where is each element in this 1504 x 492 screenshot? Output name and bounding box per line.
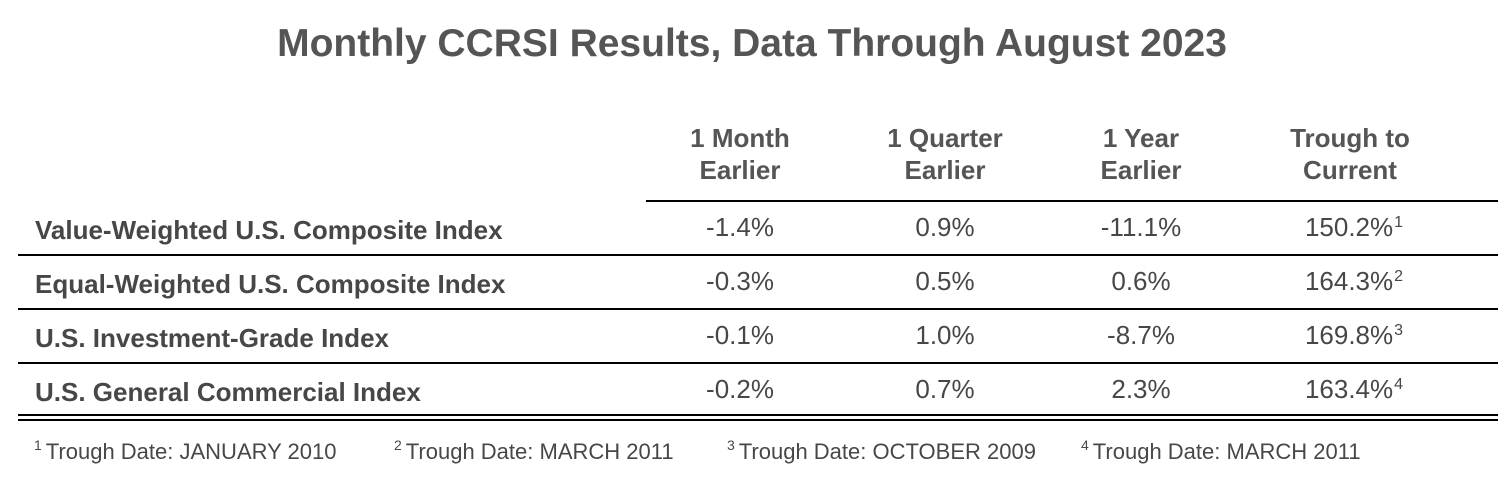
row-divider bbox=[18, 362, 1498, 364]
footnote-text: Trough Date: MARCH 2011 bbox=[405, 439, 674, 464]
footnote-number: 3 bbox=[727, 437, 735, 453]
column-header-line: Earlier bbox=[699, 155, 781, 185]
cell-1-quarter: 0.9% bbox=[915, 212, 975, 242]
table-row: U.S. General Commercial Index -0.2% 0.7%… bbox=[18, 363, 1498, 417]
column-header-line: 1 Month bbox=[690, 123, 790, 153]
cell-trough: 169.8%3 bbox=[1254, 320, 1454, 351]
row-divider bbox=[18, 308, 1498, 310]
cell-trough: 150.2%1 bbox=[1254, 212, 1454, 243]
column-header-line: Earlier bbox=[904, 155, 986, 185]
cell-1-year: -8.7% bbox=[1107, 320, 1175, 350]
footnote: 4 Trough Date: MARCH 2011 bbox=[1081, 437, 1361, 465]
footnote-text: Trough Date: OCTOBER 2009 bbox=[738, 439, 1036, 464]
header-divider bbox=[646, 200, 1498, 202]
footnote-text: Trough Date: MARCH 2011 bbox=[1092, 439, 1361, 464]
cell-trough: 164.3%2 bbox=[1254, 266, 1454, 297]
cell-1-year: -11.1% bbox=[1100, 212, 1182, 242]
column-header-1-year: 1 Year Earlier bbox=[1041, 122, 1241, 186]
trough-value: 150.2% bbox=[1304, 212, 1394, 242]
footnote-number: 4 bbox=[1081, 437, 1089, 453]
cell-1-month: -1.4% bbox=[706, 212, 774, 242]
row-label: U.S. Investment-Grade Index bbox=[35, 323, 389, 353]
column-header-line: Trough to bbox=[1290, 123, 1410, 153]
cell-1-quarter: 1.0% bbox=[915, 320, 975, 350]
column-header-line: 1 Year bbox=[1102, 123, 1180, 153]
footnote: 3 Trough Date: OCTOBER 2009 bbox=[727, 437, 1081, 465]
table-row: Value-Weighted U.S. Composite Index -1.4… bbox=[18, 201, 1498, 255]
footnote-number: 2 bbox=[394, 437, 402, 453]
footnote-marker: 1 bbox=[1394, 214, 1404, 231]
column-header-line: Current bbox=[1303, 155, 1397, 185]
table-bottom-rule bbox=[18, 414, 1498, 416]
cell-trough: 163.4%4 bbox=[1254, 374, 1454, 405]
trough-value: 164.3% bbox=[1304, 266, 1394, 296]
cell-1-month: -0.3% bbox=[706, 266, 774, 296]
row-divider bbox=[18, 254, 1498, 256]
row-label: U.S. General Commercial Index bbox=[35, 377, 421, 407]
footnote: 1 Trough Date: JANUARY 2010 bbox=[34, 437, 394, 465]
cell-1-month: -0.2% bbox=[706, 374, 774, 404]
footnote-marker: 3 bbox=[1394, 322, 1404, 339]
footnotes: 1 Trough Date: JANUARY 2010 2 Trough Date: … bbox=[34, 437, 1361, 465]
column-header-1-quarter: 1 Quarter Earlier bbox=[845, 122, 1045, 186]
row-label: Equal-Weighted U.S. Composite Index bbox=[35, 269, 506, 299]
table-bottom-rule bbox=[18, 419, 1498, 421]
trough-value: 169.8% bbox=[1304, 320, 1394, 350]
column-header-line: Earlier bbox=[1100, 155, 1182, 185]
table-title: Monthly CCRSI Results, Data Through Augu… bbox=[277, 22, 1227, 65]
column-header-line: 1 Quarter bbox=[887, 123, 1003, 153]
footnote-text: Trough Date: JANUARY 2010 bbox=[45, 439, 337, 464]
cell-1-year: 0.6% bbox=[1111, 266, 1171, 296]
row-label: Value-Weighted U.S. Composite Index bbox=[35, 215, 503, 245]
trough-value: 163.4% bbox=[1304, 374, 1394, 404]
column-header-1-month: 1 Month Earlier bbox=[640, 122, 840, 186]
cell-1-month: -0.1% bbox=[706, 320, 774, 350]
footnote: 2 Trough Date: MARCH 2011 bbox=[394, 437, 727, 465]
cell-1-quarter: 0.5% bbox=[915, 266, 975, 296]
footnote-marker: 2 bbox=[1394, 268, 1404, 285]
cell-1-year: 2.3% bbox=[1111, 374, 1171, 404]
column-header-trough: Trough to Current bbox=[1250, 122, 1450, 186]
table-row: U.S. Investment-Grade Index -0.1% 1.0% -… bbox=[18, 309, 1498, 363]
table-row: Equal-Weighted U.S. Composite Index -0.3… bbox=[18, 255, 1498, 309]
footnote-marker: 4 bbox=[1394, 376, 1404, 393]
footnote-number: 1 bbox=[34, 437, 42, 453]
cell-1-quarter: 0.7% bbox=[915, 374, 975, 404]
